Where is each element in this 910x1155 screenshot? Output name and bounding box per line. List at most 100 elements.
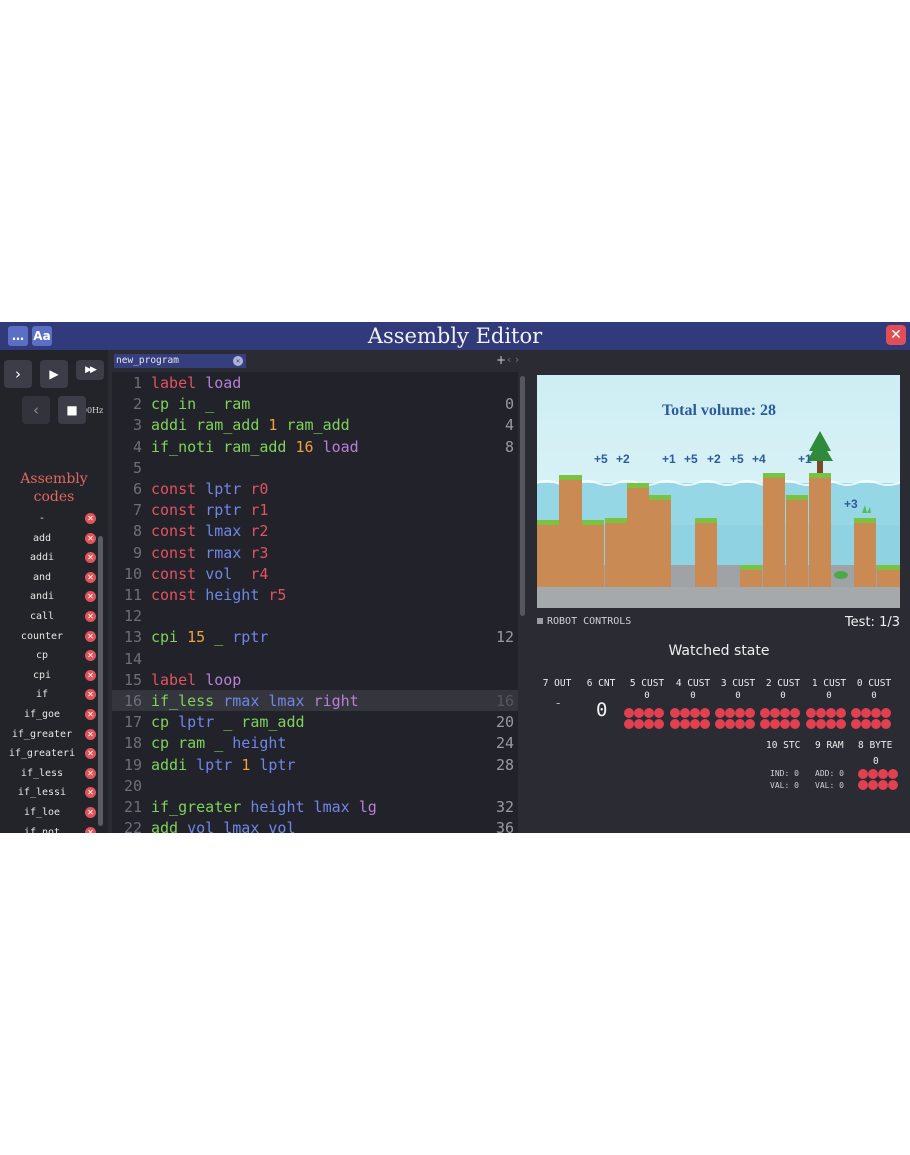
code-line[interactable]: 1 label load [112, 372, 518, 393]
terrain-column [763, 473, 785, 608]
code-line[interactable]: 22 add vol lmax vol 36 [112, 817, 518, 833]
assembly-code-item[interactable]: if_goe ✕ [4, 706, 96, 726]
step-button[interactable]: › [4, 360, 32, 388]
assembly-code-item[interactable]: if_loe ✕ [4, 804, 96, 824]
delete-code-icon[interactable]: ✕ [85, 532, 96, 544]
back-button[interactable]: ‹ [22, 396, 50, 424]
assembly-code-item[interactable]: if_lessi ✕ [4, 784, 96, 804]
assembly-code-item[interactable]: addi ✕ [4, 549, 96, 569]
sidebar-scrollbar[interactable] [98, 536, 103, 826]
code-line[interactable]: 4 if_noti ram_add 16 load 8 [112, 436, 518, 457]
code-line[interactable]: 20 [112, 775, 518, 796]
assembly-code-item[interactable]: add ✕ [4, 530, 96, 550]
code-text: if_greater height lmax lg [151, 798, 377, 816]
bit-dot [690, 708, 700, 718]
code-line[interactable]: 5 [112, 457, 518, 478]
bit-dot [760, 719, 770, 729]
bit-dot [780, 708, 790, 718]
assembly-code-item[interactable]: if_less ✕ [4, 765, 96, 785]
volume-label: +2 [616, 452, 630, 466]
delete-code-icon[interactable]: ✕ [85, 826, 96, 833]
code-line[interactable]: 10 const vol r4 [112, 563, 518, 584]
delete-code-icon[interactable]: ✕ [85, 708, 96, 720]
code-token: addi ram_add [151, 416, 269, 435]
delete-code-icon[interactable]: ✕ [85, 591, 96, 603]
bit-dot [644, 708, 654, 718]
stop-button[interactable]: ■ [58, 396, 86, 424]
assembly-code-item[interactable]: if_not ✕ [4, 824, 96, 833]
tab-nav-arrows[interactable]: ‹ › [507, 353, 520, 366]
code-token: 1 [268, 416, 278, 435]
bit-dot [816, 719, 826, 729]
code-line[interactable]: 9 const rmax r3 [112, 542, 518, 563]
delete-code-icon[interactable]: ✕ [85, 748, 96, 760]
fast-forward-button[interactable]: ▶▶ [76, 360, 104, 380]
code-line[interactable]: 15 label loop [112, 669, 518, 690]
delete-code-icon[interactable]: ✕ [85, 728, 96, 740]
menu-icon[interactable]: … [8, 326, 28, 346]
close-icon[interactable]: ✕ [886, 325, 906, 345]
assembly-code-item[interactable]: cp ✕ [4, 647, 96, 667]
code-line[interactable]: 19 addi lptr 1 lptr 28 [112, 754, 518, 775]
assembly-code-item[interactable]: and ✕ [4, 569, 96, 589]
assembly-code-label: call [29, 610, 55, 622]
tab-new-program[interactable]: new_program ✕ [114, 354, 246, 368]
bit-indicator [715, 708, 755, 730]
code-line[interactable]: 12 [112, 605, 518, 626]
assembly-code-item[interactable]: call ✕ [4, 608, 96, 628]
delete-code-icon[interactable]: ✕ [85, 630, 96, 642]
delete-code-icon[interactable]: ✕ [85, 571, 96, 583]
code-line[interactable]: 3 addi ram_add 1 ram_add 4 [112, 414, 518, 435]
delete-code-icon[interactable]: ✕ [85, 669, 96, 681]
volume-label: +5 [684, 452, 698, 466]
delete-code-icon[interactable]: ✕ [85, 787, 96, 799]
add-tab-icon[interactable]: + [496, 353, 507, 367]
delete-code-icon[interactable]: ✕ [85, 610, 96, 622]
editor-scrollbar[interactable] [520, 376, 525, 616]
code-line[interactable]: 11 const height r5 [112, 584, 518, 605]
code-token: const [151, 543, 206, 562]
line-number: 18 [123, 734, 142, 753]
code-text: if_noti ram_add 16 load [151, 438, 359, 456]
assembly-code-item[interactable]: andi ✕ [4, 588, 96, 608]
code-line[interactable]: 8 const lmax r2 [112, 520, 518, 541]
delete-code-icon[interactable]: ✕ [85, 689, 96, 701]
code-text: label load [151, 374, 241, 392]
line-number: 5 [132, 458, 142, 477]
code-line[interactable]: 14 [112, 648, 518, 669]
code-line[interactable]: 17 cp lptr _ ram_add 20 [112, 711, 518, 732]
delete-code-icon[interactable]: ✕ [85, 513, 96, 524]
code-line[interactable]: 6 const lptr r0 [112, 478, 518, 499]
line-number: 21 [123, 798, 142, 816]
code-line[interactable]: 18 cp ram _ height 24 [112, 732, 518, 753]
code-line[interactable]: 13 cpi 15 _ rptr 12 [112, 626, 518, 647]
assembly-code-item[interactable]: - ✕ [4, 510, 96, 530]
code-line[interactable]: 16 if_less rmax lmax right 16 [112, 690, 518, 711]
code-line[interactable]: 2 cp in _ ram 0 [112, 393, 518, 414]
code-editor[interactable]: 1 label load 2 cp in _ ram 0 3 addi ram_add 1 … [112, 372, 518, 833]
line-number: 4 [132, 437, 142, 456]
code-token: _ [205, 628, 233, 647]
register: 1 CUST 0 [804, 678, 854, 701]
code-token: 1 [241, 755, 251, 774]
delete-code-icon[interactable]: ✕ [85, 806, 96, 818]
code-line[interactable]: 7 const rptr r1 [112, 499, 518, 520]
volume-label: +1 [798, 452, 812, 466]
assembly-code-label: cp [35, 650, 49, 662]
assembly-code-item[interactable]: cpi ✕ [4, 667, 96, 687]
font-size-icon[interactable]: Aa [32, 326, 52, 346]
line-number: 22 [123, 819, 142, 833]
close-tab-icon[interactable]: ✕ [233, 356, 243, 366]
terrain-column [786, 495, 808, 608]
delete-code-icon[interactable]: ✕ [85, 552, 96, 564]
delete-code-icon[interactable]: ✕ [85, 650, 96, 662]
assembly-code-item[interactable]: if ✕ [4, 686, 96, 706]
play-button[interactable]: ▶ [40, 360, 68, 388]
code-token: addi [151, 755, 197, 774]
assembly-code-item[interactable]: counter ✕ [4, 628, 96, 648]
assembly-code-item[interactable]: if_greateri ✕ [4, 745, 96, 765]
assembly-code-item[interactable]: if_greater ✕ [4, 726, 96, 746]
robot-controls-toggle[interactable]: ROBOT CONTROLS [537, 616, 631, 627]
delete-code-icon[interactable]: ✕ [85, 767, 96, 779]
code-line[interactable]: 21 if_greater height lmax lg 32 [112, 796, 518, 817]
